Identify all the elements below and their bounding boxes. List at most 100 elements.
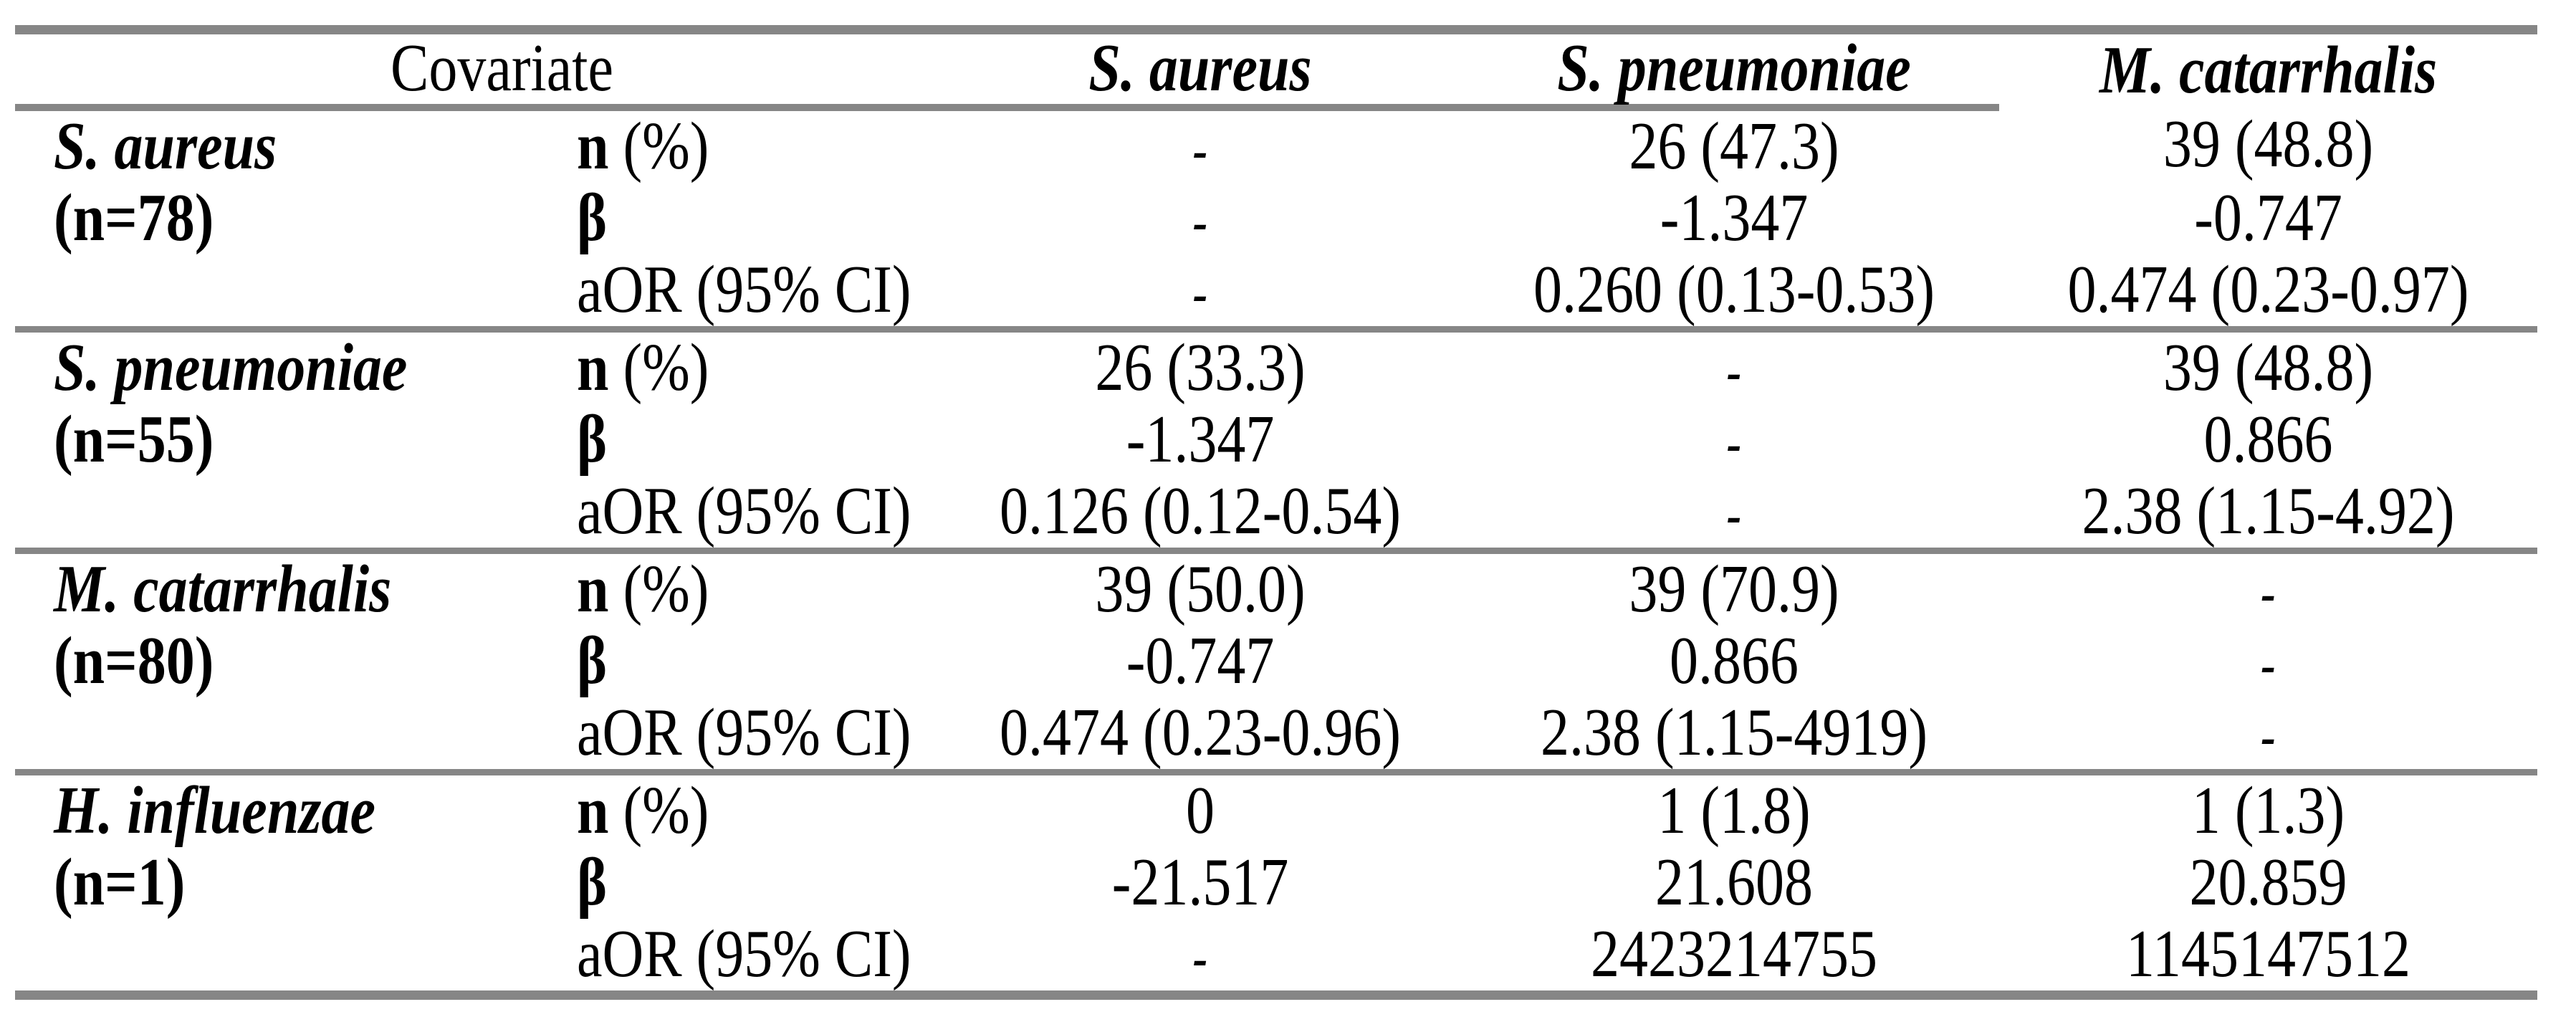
- value-cell: -: [1999, 697, 2538, 775]
- value-cell: -1.347: [932, 401, 1469, 477]
- group-name: M. catarrhalis: [54, 551, 392, 626]
- value: 39 (48.8): [2163, 330, 2374, 405]
- measure-aor: aOR (95% CI): [577, 252, 911, 327]
- value-cell: 0.866: [1999, 402, 2537, 477]
- value: 2.38 (1.15-4919): [1541, 694, 1928, 770]
- measure-beta: β: [577, 180, 608, 255]
- measure-aor: aOR (95% CI): [577, 473, 911, 548]
- value: -: [1726, 414, 1742, 472]
- table-row: H. influenzae n (%) 0 1 (1.8) 1 (1.3): [15, 773, 2537, 848]
- measure-n-pct: (%): [608, 773, 709, 848]
- value-cell: 39 (48.8): [1999, 107, 2537, 183]
- value-cell: -1.347: [1469, 181, 1999, 255]
- empty-cell: [15, 254, 530, 333]
- group-n-label: (n=1): [54, 844, 186, 920]
- group-n-label: (n=78): [54, 180, 214, 255]
- table-row: (n=55) β -1.347 - 0.866: [15, 401, 2537, 477]
- empty-cell: [15, 919, 530, 995]
- value-cell: -: [1999, 626, 2537, 697]
- column-header-m-catarrhalis-label: M. catarrhalis: [2099, 32, 2438, 108]
- value-cell: 1 (1.8): [1469, 773, 1999, 848]
- measure-cell: β: [530, 844, 932, 920]
- value: -: [1192, 264, 1208, 323]
- measure-label: n (%): [577, 108, 709, 184]
- measure-cell: aOR (95% CI): [530, 694, 932, 775]
- measure-label: n (%): [577, 550, 709, 627]
- measure-label: n (%): [577, 329, 709, 406]
- value-cell: 39 (50.0): [932, 551, 1469, 626]
- measure-beta: β: [577, 623, 608, 698]
- column-header-m-catarrhalis: M. catarrhalis: [1999, 30, 2537, 108]
- value: -: [2261, 564, 2276, 622]
- measure-aor: aOR (95% CI): [577, 694, 911, 770]
- covariate-header-label: Covariate: [391, 31, 613, 106]
- value: 39 (50.0): [1095, 551, 1306, 626]
- value-cell: -0.747: [1999, 181, 2537, 255]
- table-row: aOR (95% CI) - 2423214755 1145147512: [15, 917, 2537, 995]
- table-row: aOR (95% CI) 0.126 (0.12-0.54) - 2.38 (1…: [15, 474, 2538, 554]
- value: -21.517: [1111, 844, 1289, 920]
- measure-n-pct: (%): [608, 108, 709, 183]
- group-n-cell: (n=80): [15, 624, 530, 698]
- table-row: S. pneumoniae n (%) 26 (33.3) - 39 (48.8…: [15, 330, 2537, 405]
- value-cell: -: [932, 183, 1469, 254]
- measure-beta: β: [577, 844, 608, 920]
- value: -: [1192, 193, 1208, 251]
- measure-cell: n (%): [530, 330, 932, 405]
- group-name: H. influenzae: [54, 773, 375, 848]
- value-cell: 21.608: [1469, 844, 1999, 920]
- measure-cell: β: [530, 181, 932, 255]
- measure-aor: aOR (95% CI): [577, 916, 911, 991]
- measure-beta: β: [577, 401, 608, 477]
- value: 20.859: [2189, 844, 2347, 920]
- value-cell: -: [1469, 330, 1999, 405]
- value-cell: 0.474 (0.23-0.97): [1999, 252, 2538, 333]
- value: -1.347: [1660, 180, 1809, 255]
- value: -: [1726, 486, 1742, 544]
- table-row: (n=80) β -0.747 0.866 -: [15, 624, 2537, 698]
- value: 2.38 (1.15-4.92): [2082, 473, 2455, 548]
- group-name-cell: S. pneumoniae: [15, 330, 530, 405]
- empty-cell: [15, 697, 530, 775]
- value-cell: -: [932, 108, 1469, 183]
- value-cell: -: [1469, 404, 1999, 476]
- value: 21.608: [1655, 844, 1814, 920]
- measure-cell: aOR (95% CI): [530, 917, 932, 995]
- measure-n-pct: (%): [608, 330, 709, 405]
- value-cell: 2423214755: [1469, 917, 1999, 995]
- measure-n: n: [577, 773, 609, 848]
- value: -: [1192, 121, 1208, 179]
- table-row: aOR (95% CI) - 0.260 (0.13-0.53) 0.474 (…: [15, 252, 2538, 333]
- measure-cell: aOR (95% CI): [530, 474, 932, 554]
- value-cell: 20.859: [1999, 844, 2537, 920]
- measure-n: n: [577, 108, 609, 183]
- value: -1.347: [1126, 401, 1275, 477]
- value-cell: 0: [932, 773, 1469, 848]
- value: 0.126 (0.12-0.54): [1000, 473, 1401, 548]
- measure-cell: n (%): [530, 551, 932, 626]
- measure-cell: n (%): [530, 108, 932, 183]
- group-name: S. aureus: [54, 108, 277, 183]
- value-cell: -: [1999, 551, 2537, 626]
- value: 0.474 (0.23-0.96): [1000, 694, 1401, 770]
- value: 26 (33.3): [1095, 330, 1306, 405]
- value: 26 (47.3): [1629, 108, 1839, 183]
- value: -0.747: [2194, 180, 2342, 255]
- value-cell: 2.38 (1.15-4.92): [1999, 474, 2538, 554]
- measure-cell: aOR (95% CI): [530, 252, 932, 333]
- value: -: [2261, 636, 2276, 694]
- value-cell: -: [932, 919, 1469, 995]
- value-cell: 1 (1.3): [1999, 773, 2537, 848]
- measure-label: n (%): [577, 772, 709, 849]
- value-cell: -: [1469, 476, 2000, 554]
- measure-n-pct: (%): [608, 551, 709, 626]
- value: -: [1726, 343, 1742, 401]
- value: 39 (48.8): [2163, 107, 2374, 182]
- value-cell: -21.517: [932, 844, 1469, 920]
- covariate-table: Covariate S. aureus S. pneumoniae M. cat…: [15, 25, 2538, 1000]
- table-row: S. aureus n (%) - 26 (47.3) 39 (48.8): [15, 107, 2537, 183]
- value: -: [1192, 929, 1208, 987]
- value-cell: 0.474 (0.23-0.96): [932, 694, 1470, 775]
- value-cell: -0.747: [932, 624, 1469, 698]
- table-row: aOR (95% CI) 0.474 (0.23-0.96) 2.38 (1.1…: [15, 694, 2538, 775]
